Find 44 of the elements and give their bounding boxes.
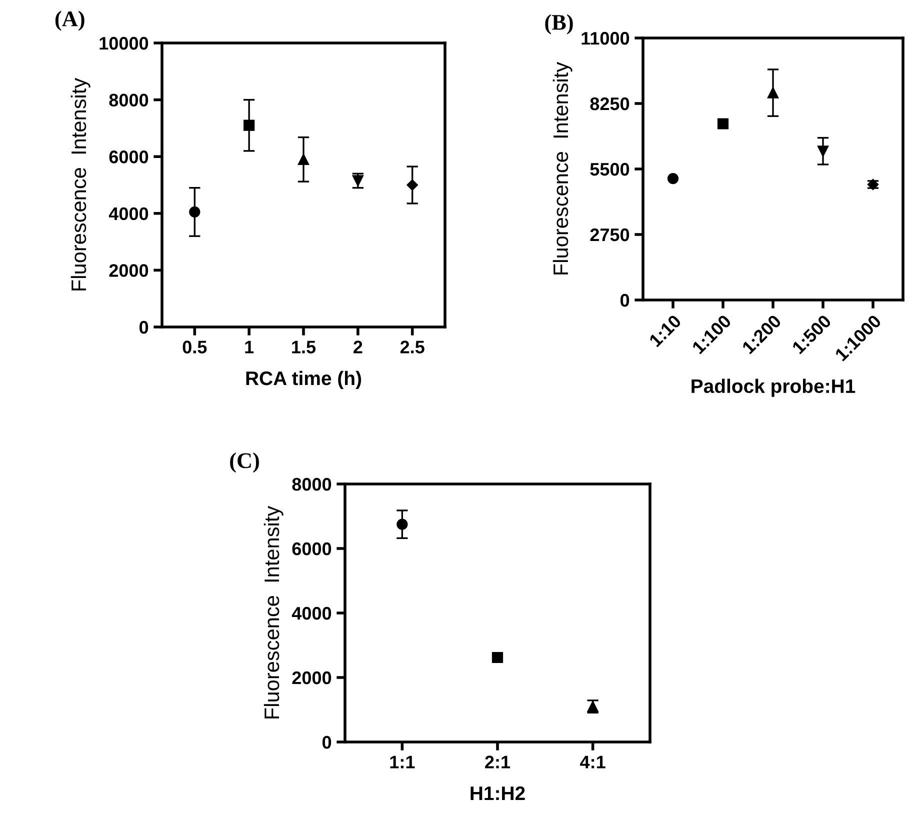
y-axis-title: Fluorescence Intensity [70,78,90,290]
point [717,118,729,130]
y-tick-label: 10000 [100,36,148,50]
y-axis-title: Fluorescence Intensity [264,506,284,718]
y-tick-label: 6000 [292,542,332,556]
x-tick-label: 2.5 [400,340,424,354]
point [667,172,679,184]
y-tick-label: 11000 [582,32,630,45]
x-axis-title: RCA time (h) [246,370,362,390]
x-tick-label: 2 [354,340,362,354]
y-axis-title: Fluorescence Intensity [552,62,572,274]
x-tick-label: 0.5 [182,340,207,354]
y-tick-label: 8000 [292,478,332,491]
y-tick-label: 0 [322,736,332,749]
x-tick-label: 1 [245,340,254,354]
y-tick-label: 4000 [292,606,332,620]
point [767,87,779,98]
point [298,154,310,165]
y-tick-label: 0 [620,294,630,307]
point [817,146,829,157]
y-tick-label: 2000 [109,264,148,277]
x-tick-label: 2:1 [485,756,510,768]
point [406,179,418,191]
chart-title: (B) [545,14,573,34]
y-tick-label: 8250 [590,97,630,110]
x-axis-title: Padlock probe:H1 [692,378,856,397]
y-tick-label: 2000 [292,671,332,684]
chart-title: (C) [230,452,259,473]
y-tick-label: 4000 [108,207,148,220]
x-tick-label: 1:1 [390,756,415,768]
point [492,652,504,664]
point [244,120,255,131]
y-tick-label: 2750 [590,228,630,242]
chart-title: (A) [55,10,84,31]
point [396,518,408,530]
x-axis-title: H1:H2 [470,786,525,800]
x-tick-label: 1.5 [292,340,316,354]
point [189,206,200,218]
y-tick-label: 5500 [590,162,630,176]
x-tick-label: 4:1 [580,756,606,768]
point [352,175,364,186]
y-tick-label: 6000 [109,150,148,164]
y-tick-label: 0 [139,320,148,334]
y-tick-label: 8000 [109,94,148,107]
